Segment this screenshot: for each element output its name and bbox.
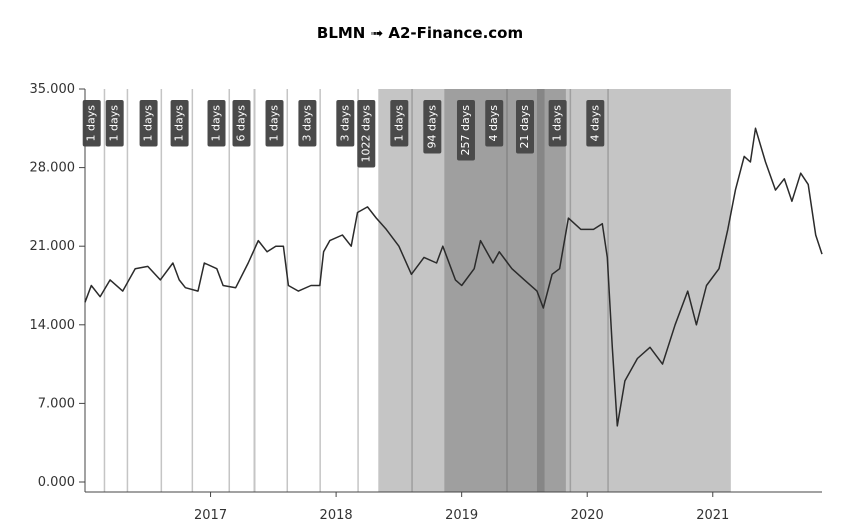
drawdown-label: 4 days <box>487 105 500 142</box>
y-tick-label: 21.000 <box>30 239 76 254</box>
drawdown-band <box>506 89 508 492</box>
drawdown-label: 4 days <box>588 105 601 142</box>
x-tick-label: 2020 <box>571 508 604 523</box>
drawdown-band <box>319 89 321 492</box>
y-tick-label: 35.000 <box>30 82 76 97</box>
drawdown-label: 1 days <box>142 105 155 142</box>
drawdown-label: 6 days <box>234 105 247 142</box>
drawdown-band <box>253 89 256 492</box>
drawdown-label: 94 days <box>425 105 438 149</box>
drawdown-band <box>411 89 413 492</box>
drawdown-label: 1 days <box>210 105 223 142</box>
drawdown-label-box <box>232 100 251 147</box>
drawdown-label: 1 days <box>108 105 121 142</box>
drawdown-label-box <box>548 100 567 147</box>
drawdown-band <box>378 89 731 492</box>
drawdown-layer: 1 days 1 days 1 days 1 days 1 days 6 days 1 da… <box>82 89 731 492</box>
price-line <box>84 127 823 427</box>
drawdown-label: 3 days <box>300 105 313 142</box>
y-tick-label: 14.000 <box>30 318 76 333</box>
y-tick-label: 0.000 <box>38 475 75 490</box>
drawdown-label: 3 days <box>338 105 351 142</box>
drawdown-band <box>160 89 163 492</box>
drawdown-label: 1 days <box>268 105 281 142</box>
drawdown-band <box>228 89 231 492</box>
drawdown-band <box>569 89 572 492</box>
drawdown-band <box>607 89 609 492</box>
y-tick-label: 7.000 <box>38 396 75 411</box>
drawdown-label-box <box>170 100 189 147</box>
drawdown-label: 1022 days <box>359 105 372 163</box>
drawdown-label-box <box>357 100 376 168</box>
drawdown-band <box>477 89 566 492</box>
drawdown-band <box>357 89 359 492</box>
x-tick-label: 2017 <box>194 508 227 523</box>
drawdown-label-box <box>423 100 442 154</box>
drawdown-label: 1 days <box>551 105 564 142</box>
drawdown-label-box <box>515 100 534 154</box>
y-tick-label: 28.000 <box>30 161 76 176</box>
chart-title: BLMN ➟ A2-Finance.com <box>317 24 523 42</box>
drawdown-label-box <box>485 100 504 147</box>
x-tick-label: 2019 <box>445 508 478 523</box>
drawdown-label: 1 days <box>392 105 405 142</box>
drawdown-label-box <box>207 100 226 147</box>
drawdown-label: 1 days <box>173 105 186 142</box>
drawdown-label-box <box>82 100 101 147</box>
drawdown-band <box>286 89 289 492</box>
drawdown-label-box <box>586 100 605 147</box>
drawdown-label-box <box>390 100 409 147</box>
drawdown-band <box>191 89 194 492</box>
x-tick-label: 2021 <box>696 508 729 523</box>
drawdown-label: 257 days <box>459 105 472 156</box>
drawdown-label-box <box>298 100 317 147</box>
drawdown-band <box>536 89 545 492</box>
drawdown-label-box <box>336 100 355 147</box>
drawdown-label: 1 days <box>85 105 98 142</box>
drawdown-label-box <box>105 100 124 147</box>
drawdown-label: 21 days <box>518 105 531 149</box>
x-tick-label: 2018 <box>320 508 353 523</box>
drawdown-label-box <box>265 100 284 147</box>
drawdown-label-box <box>139 100 158 147</box>
drawdown-label-box <box>456 100 475 161</box>
drawdown-band <box>126 89 129 492</box>
